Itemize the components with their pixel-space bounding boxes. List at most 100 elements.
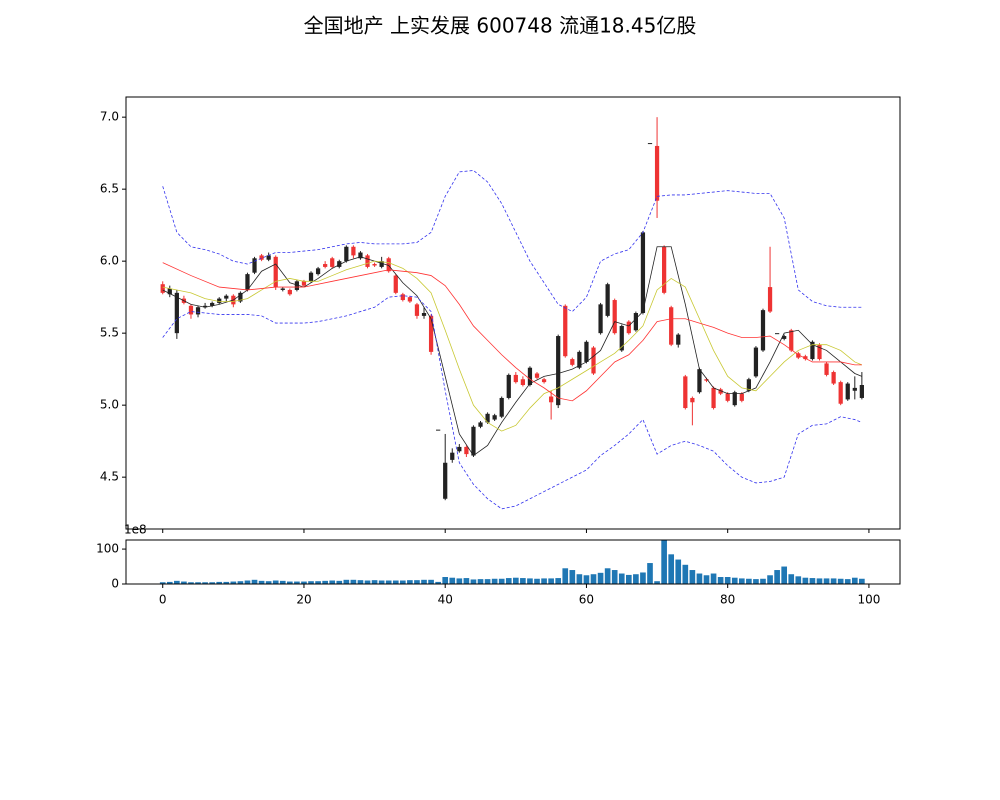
volume-bar: [287, 581, 293, 584]
volume-bar: [837, 578, 844, 584]
candle-body: [294, 281, 300, 290]
volume-bar: [322, 580, 328, 584]
y-tick-label: 0: [111, 577, 119, 591]
volume-bar: [378, 580, 385, 584]
volume-bar: [230, 581, 237, 584]
volume-bar: [724, 577, 731, 584]
candle-body: [351, 246, 356, 256]
volume-bar: [188, 582, 194, 584]
volume-bar: [555, 578, 562, 584]
volume-bar: [675, 559, 682, 584]
candle-body: [210, 302, 215, 306]
volume-bar: [795, 576, 802, 584]
indicator-line: [162, 170, 862, 313]
volume-bar: [520, 578, 526, 584]
candle-body: [202, 305, 208, 308]
volume-bar: [470, 579, 477, 584]
candle-body: [647, 143, 653, 145]
candle-body: [315, 268, 321, 275]
volume-bar: [738, 578, 745, 584]
volume-bar: [414, 580, 420, 584]
candle-body: [520, 379, 526, 385]
volume-bar: [859, 578, 865, 584]
candle-body: [386, 258, 391, 272]
candle-body: [838, 382, 843, 404]
candle-body: [598, 304, 603, 334]
volume-bar: [294, 581, 300, 584]
indicator-line: [162, 295, 863, 510]
volume-bar: [357, 580, 364, 584]
volume-bar: [272, 580, 279, 584]
volume-bar: [668, 554, 675, 584]
candle-body: [817, 344, 822, 360]
volume-bar: [625, 574, 632, 584]
volume-bar: [407, 580, 413, 584]
axes-frame: [125, 96, 901, 530]
candle-body: [612, 300, 617, 334]
x-tick-label: 0: [159, 593, 167, 607]
candle-body: [584, 341, 589, 362]
candle-body: [591, 347, 596, 374]
volume-bar: [505, 578, 512, 584]
candle-body: [245, 274, 250, 290]
volume-bar: [336, 580, 343, 584]
x-tick-label: 20: [296, 593, 311, 607]
candle-body: [259, 255, 264, 260]
volume-bar: [703, 575, 710, 584]
volume-bar: [541, 578, 547, 584]
candle-body: [407, 297, 413, 302]
indicator-line: [162, 260, 863, 432]
candle-body: [718, 389, 723, 394]
candle-body: [746, 379, 751, 391]
candle-body: [556, 336, 561, 406]
candle-body: [400, 294, 405, 301]
candle-body: [782, 336, 787, 339]
volume-bar: [258, 580, 265, 584]
candle-body: [471, 426, 476, 456]
candle-body: [654, 145, 660, 201]
candle-body: [379, 261, 384, 267]
volume-bar: [696, 573, 703, 584]
volume-bar: [746, 578, 752, 584]
candle-body: [534, 373, 540, 378]
volume-bar: [717, 577, 724, 584]
volume-bar: [308, 581, 314, 584]
candle-body: [626, 321, 631, 334]
volume-bar: [788, 574, 795, 584]
x-tick-label: 80: [720, 593, 735, 607]
volume-bar: [590, 574, 597, 584]
candle-body: [549, 396, 554, 403]
volume-bar: [371, 580, 378, 584]
candle-body: [443, 462, 448, 499]
volume-bar: [816, 578, 823, 584]
volume-bar: [251, 579, 258, 584]
candle-body: [428, 315, 434, 352]
volume-bar: [851, 577, 858, 584]
candle-body: [640, 232, 646, 313]
candle-body: [195, 307, 201, 315]
candle-body: [541, 379, 547, 383]
y-tick-label: 6.5: [100, 182, 119, 196]
x-tick-label: 60: [579, 593, 594, 607]
volume-bar: [534, 578, 540, 584]
volume-bar: [760, 578, 766, 584]
volume-bar: [830, 578, 837, 584]
candle-body: [725, 393, 730, 401]
volume-bar: [400, 580, 406, 584]
volume-bar: [682, 564, 689, 584]
volume-bar: [809, 578, 816, 584]
volume-bar: [315, 581, 321, 584]
volume-bar: [689, 570, 696, 584]
volume-bar: [343, 579, 350, 584]
candle-body: [831, 372, 836, 384]
volume-bar: [216, 581, 223, 584]
volume-bar: [640, 572, 646, 584]
candle-body: [308, 272, 314, 282]
volume-bar: [159, 582, 166, 584]
candle-body: [365, 255, 370, 267]
volume-bar: [513, 577, 519, 584]
volume-bar: [279, 580, 286, 584]
candle-body: [217, 298, 222, 303]
volume-bar: [449, 577, 456, 584]
